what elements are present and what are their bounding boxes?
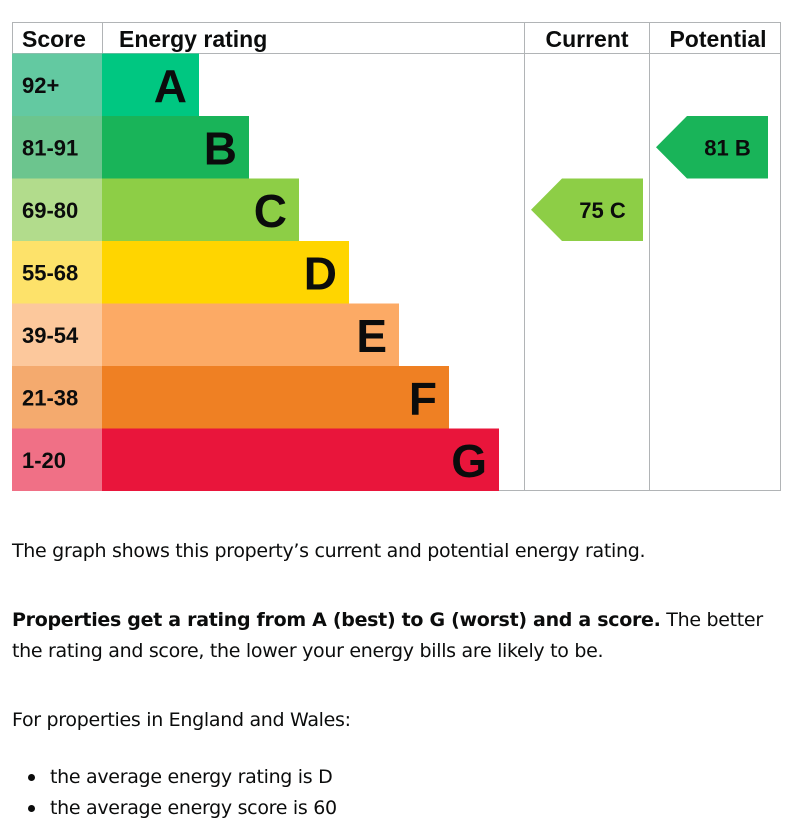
band-letter-D: D — [304, 247, 337, 299]
band-bar-A — [102, 53, 199, 116]
band-letter-B: B — [204, 122, 237, 174]
intro-text: The graph shows this property’s current … — [12, 540, 646, 562]
potential-arrow — [656, 116, 768, 179]
score-range-G: 1-20 — [22, 448, 66, 473]
averages-list: the average energy rating is D the avera… — [0, 762, 337, 824]
score-range-A: 92+ — [22, 73, 59, 98]
band-bar-G — [102, 428, 499, 491]
band-letter-C: C — [254, 185, 287, 237]
score-cell-C — [12, 178, 102, 241]
current-rating-label: 75 C — [579, 198, 626, 223]
band-letter-G: G — [451, 435, 487, 487]
score-cell-B — [12, 116, 102, 179]
rating-explanation-bold: Properties get a rating from A (best) to… — [12, 609, 661, 631]
score-range-C: 69-80 — [22, 198, 78, 223]
band-letter-A: A — [154, 60, 187, 112]
band-letter-F: F — [409, 372, 437, 424]
region-text: For properties in England and Wales: — [12, 709, 351, 731]
header-current: Current — [545, 26, 628, 52]
score-cell-D — [12, 241, 102, 304]
score-range-D: 55-68 — [22, 260, 78, 285]
band-bar-C — [102, 178, 299, 241]
rating-explanation: Properties get a rating from A (best) to… — [12, 605, 785, 667]
score-range-E: 39-54 — [22, 323, 79, 348]
score-cell-E — [12, 303, 102, 366]
score-range-B: 81-91 — [22, 135, 78, 160]
list-item: the average energy rating is D — [0, 762, 337, 793]
header-score: Score — [22, 26, 86, 52]
header-energy-rating: Energy rating — [119, 26, 267, 52]
score-cell-A — [12, 53, 102, 116]
band-bar-E — [102, 303, 399, 366]
score-range-F: 21-38 — [22, 385, 78, 410]
band-bar-B — [102, 116, 249, 179]
band-bar-D — [102, 241, 349, 304]
score-cell-F — [12, 366, 102, 429]
potential-rating-label: 81 B — [704, 135, 750, 160]
energy-rating-chart: Score Energy rating Current Potential 92… — [12, 22, 781, 491]
current-arrow — [531, 178, 643, 241]
list-item: the average energy score is 60 — [0, 793, 337, 824]
score-cell-G — [12, 428, 102, 491]
band-letter-E: E — [356, 310, 387, 362]
header-potential: Potential — [669, 26, 766, 52]
band-bar-F — [102, 366, 449, 429]
rating-explanation-rest: The better the rating and score, the low… — [12, 609, 763, 662]
